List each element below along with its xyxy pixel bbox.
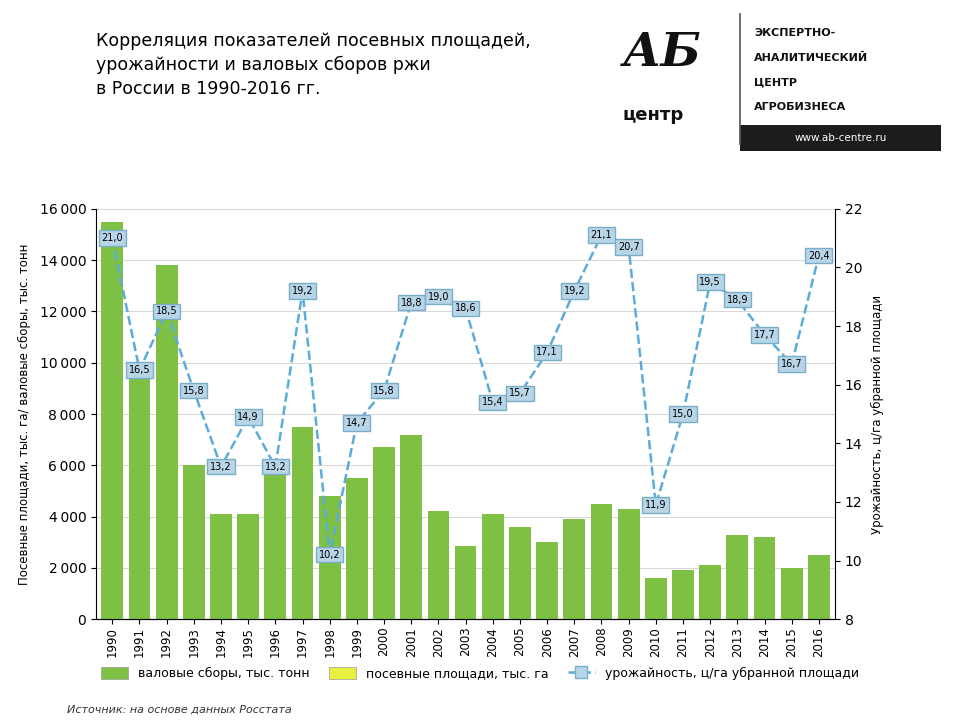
Bar bbox=[672, 570, 694, 619]
Y-axis label: Урожайность, ц/га убранной площади: Урожайность, ц/га убранной площади bbox=[871, 294, 884, 534]
Bar bbox=[808, 555, 829, 619]
Text: 18,8: 18,8 bbox=[400, 297, 422, 307]
Text: 15,7: 15,7 bbox=[509, 389, 531, 398]
Bar bbox=[482, 559, 504, 619]
Text: 20,4: 20,4 bbox=[808, 251, 829, 261]
Bar bbox=[482, 514, 504, 619]
Bar bbox=[156, 452, 178, 619]
Text: АБ: АБ bbox=[623, 30, 702, 76]
Text: 13,2: 13,2 bbox=[210, 462, 231, 472]
Bar bbox=[183, 468, 204, 619]
Bar bbox=[509, 527, 531, 619]
Text: 17,7: 17,7 bbox=[754, 330, 776, 340]
Bar bbox=[780, 568, 803, 619]
Bar bbox=[645, 578, 666, 619]
Text: 18,6: 18,6 bbox=[455, 303, 476, 313]
Text: 14,9: 14,9 bbox=[237, 412, 259, 422]
Y-axis label: Посевные площади, тыс. га/ валовые сборы, тыс. тонн: Посевные площади, тыс. га/ валовые сборы… bbox=[18, 243, 31, 585]
Bar bbox=[400, 528, 422, 619]
Text: 10,2: 10,2 bbox=[319, 549, 341, 559]
Text: Корреляция показателей посевных площадей,
урожайности и валовых сборов ржи
в Рос: Корреляция показателей посевных площадей… bbox=[96, 32, 531, 98]
Bar bbox=[292, 427, 313, 619]
Bar bbox=[590, 504, 612, 619]
Legend: валовые сборы, тыс. тонн, посевные площади, тыс. га, урожайность, ц/га убранной : валовые сборы, тыс. тонн, посевные площа… bbox=[96, 662, 864, 685]
Text: 19,5: 19,5 bbox=[700, 277, 721, 287]
Bar bbox=[156, 265, 178, 619]
Text: 19,2: 19,2 bbox=[292, 286, 313, 296]
Text: 15,4: 15,4 bbox=[482, 397, 504, 408]
Bar bbox=[102, 414, 123, 619]
Bar bbox=[400, 434, 422, 619]
Bar bbox=[590, 564, 612, 619]
Bar bbox=[537, 568, 558, 619]
Bar bbox=[319, 496, 341, 619]
Bar bbox=[292, 516, 313, 619]
Text: www.ab-centre.ru: www.ab-centre.ru bbox=[794, 133, 887, 143]
Bar bbox=[237, 519, 259, 619]
Bar bbox=[808, 591, 829, 619]
Bar bbox=[455, 546, 476, 619]
Text: 16,7: 16,7 bbox=[780, 359, 803, 369]
Bar bbox=[754, 570, 776, 619]
Text: 14,7: 14,7 bbox=[347, 418, 368, 428]
Bar bbox=[427, 511, 449, 619]
Bar bbox=[618, 572, 639, 619]
Bar bbox=[618, 509, 639, 619]
Text: 16,5: 16,5 bbox=[129, 365, 151, 375]
Text: 15,8: 15,8 bbox=[183, 385, 204, 395]
Bar bbox=[346, 534, 368, 619]
Bar bbox=[740, 125, 941, 151]
Text: 13,2: 13,2 bbox=[265, 462, 286, 472]
Bar bbox=[129, 424, 151, 619]
Text: 11,9: 11,9 bbox=[645, 500, 666, 510]
Bar bbox=[699, 567, 721, 619]
Bar bbox=[346, 478, 368, 619]
Bar bbox=[210, 514, 232, 619]
Text: АГРОБИЗНЕСА: АГРОБИЗНЕСА bbox=[755, 102, 847, 112]
Bar bbox=[564, 565, 586, 619]
Text: 15,8: 15,8 bbox=[373, 385, 395, 395]
Bar bbox=[564, 519, 586, 619]
Text: 21,1: 21,1 bbox=[590, 230, 612, 240]
Bar bbox=[210, 517, 232, 619]
Text: 18,9: 18,9 bbox=[727, 294, 748, 305]
Bar bbox=[537, 542, 558, 619]
Text: ЦЕНТР: ЦЕНТР bbox=[755, 77, 797, 87]
Text: Источник: на основе данных Росстата: Источник: на основе данных Росстата bbox=[67, 705, 292, 715]
Bar bbox=[265, 514, 286, 619]
Bar bbox=[373, 532, 395, 619]
Text: ЭКСПЕРТНО-: ЭКСПЕРТНО- bbox=[755, 28, 835, 38]
Text: 21,0: 21,0 bbox=[102, 233, 123, 243]
Bar bbox=[672, 575, 694, 619]
Bar bbox=[780, 570, 803, 619]
Bar bbox=[509, 559, 531, 619]
Bar bbox=[727, 534, 748, 619]
Bar bbox=[455, 559, 476, 619]
Bar bbox=[102, 222, 123, 619]
Bar bbox=[727, 567, 748, 619]
Bar bbox=[183, 465, 204, 619]
Bar bbox=[319, 536, 341, 619]
Text: 19,2: 19,2 bbox=[564, 286, 585, 296]
Bar bbox=[427, 528, 449, 619]
Bar bbox=[645, 580, 666, 619]
Bar bbox=[129, 363, 151, 619]
Bar bbox=[699, 565, 721, 619]
Text: 18,5: 18,5 bbox=[156, 307, 178, 316]
Text: центр: центр bbox=[623, 106, 684, 124]
Bar bbox=[373, 447, 395, 619]
Text: 19,0: 19,0 bbox=[427, 292, 449, 302]
Text: 17,1: 17,1 bbox=[537, 348, 558, 357]
Text: 15,0: 15,0 bbox=[672, 409, 694, 419]
Bar bbox=[237, 514, 259, 619]
Bar bbox=[754, 537, 776, 619]
Text: 20,7: 20,7 bbox=[618, 242, 639, 252]
Bar bbox=[265, 463, 286, 619]
Text: АНАЛИТИЧЕСКИЙ: АНАЛИТИЧЕСКИЙ bbox=[755, 53, 868, 63]
